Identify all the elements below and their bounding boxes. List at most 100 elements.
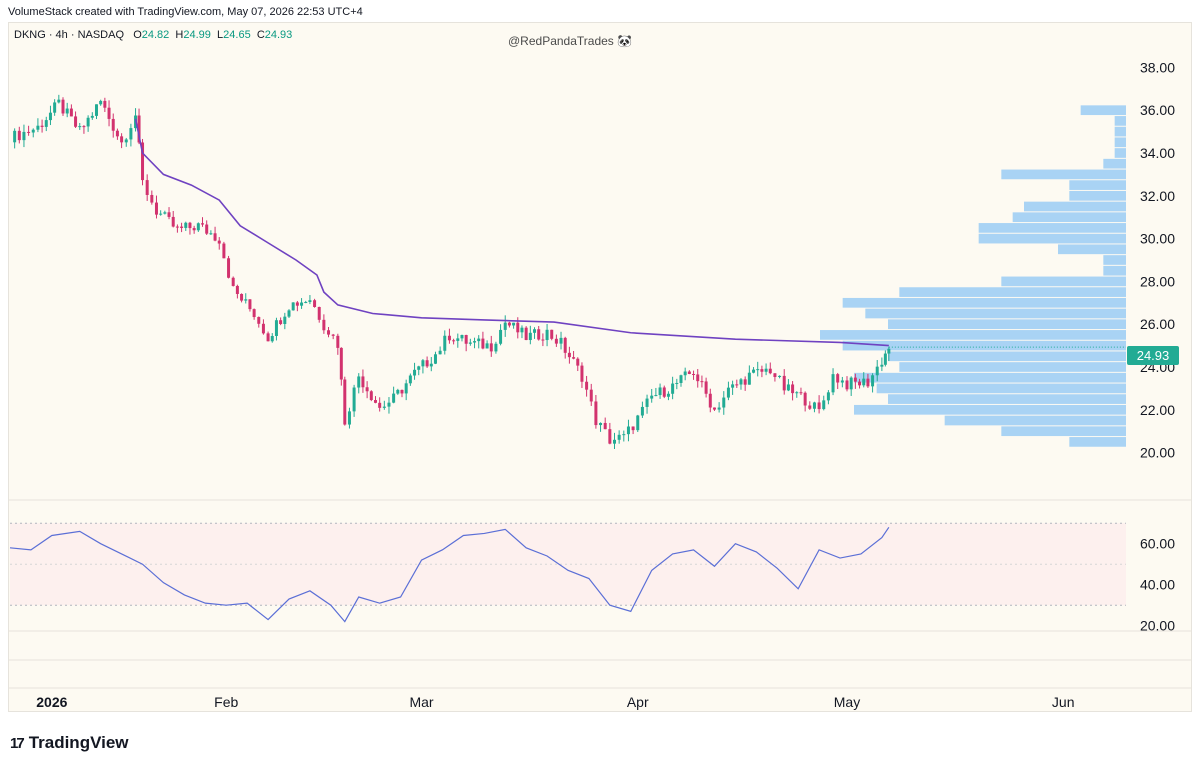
tradingview-logo-text: TradingView <box>28 733 129 752</box>
candle-body <box>438 350 442 355</box>
candle-body <box>550 329 554 339</box>
time-axis-tick: Feb <box>214 694 238 710</box>
candle-body <box>858 381 862 386</box>
candle-body <box>545 329 549 341</box>
candle-body <box>291 302 295 311</box>
candle-body <box>65 108 69 114</box>
candle-body <box>520 327 524 333</box>
candle-body <box>304 302 308 304</box>
candle-body <box>103 100 107 108</box>
candle-body <box>392 393 396 403</box>
volume-profile-bar <box>842 297 1126 308</box>
volume-profile-bar <box>1001 276 1126 287</box>
candle-body <box>295 302 299 306</box>
candle-body <box>74 116 78 127</box>
rsi-line <box>9 526 890 623</box>
chart-credit-line: VolumeStack created with TradingView.com… <box>8 6 363 18</box>
candle-body <box>167 212 171 217</box>
candle-body <box>460 334 464 339</box>
candle-body <box>866 378 870 387</box>
candle-body <box>650 395 654 399</box>
candle-body <box>622 434 626 436</box>
candle-body <box>36 125 40 130</box>
candle-body <box>129 128 133 140</box>
high-value: 24.99 <box>183 29 211 41</box>
candle-body <box>99 100 103 105</box>
candle-body <box>799 392 803 394</box>
candle-body <box>576 358 580 366</box>
volume-profile-bar <box>1069 190 1126 201</box>
candle-body <box>425 360 429 367</box>
candle-body <box>528 332 532 341</box>
candle-body <box>48 112 52 121</box>
candle-body <box>778 375 782 377</box>
candle-body <box>361 376 365 388</box>
time-axis-tick: 2026 <box>36 694 67 710</box>
candle-body <box>752 369 756 373</box>
candle-body <box>640 406 644 416</box>
candle-body <box>803 392 807 406</box>
time-axis-tick: Apr <box>627 694 649 710</box>
candle-body <box>404 383 408 394</box>
candle-body <box>626 426 630 435</box>
price-axis-tick: 20.00 <box>1140 445 1175 461</box>
symbol-label: DKNG · 4h · NASDAQ <box>14 29 125 41</box>
price-axis-tick: 30.00 <box>1140 231 1175 247</box>
price-axis-tick: 34.00 <box>1140 145 1175 161</box>
candle-body <box>836 374 840 383</box>
candle-body <box>417 366 421 370</box>
candle-body <box>599 422 603 426</box>
candle-body <box>452 340 456 342</box>
candle-body <box>594 401 598 426</box>
high-label: H <box>175 29 184 41</box>
volume-profile-bar <box>842 340 1126 351</box>
candle-body <box>700 381 704 383</box>
candle-body <box>317 306 321 320</box>
candle-body <box>631 426 635 431</box>
candle-body <box>184 222 188 228</box>
candle-body <box>124 139 128 143</box>
candle-body <box>658 387 662 396</box>
candle-body <box>283 316 287 324</box>
price-axis-tick: 22.00 <box>1140 402 1175 418</box>
candle-body <box>248 299 252 310</box>
candle-body <box>287 310 291 317</box>
candle-body <box>261 323 265 334</box>
candle-body <box>853 377 857 382</box>
candle-body <box>533 329 537 333</box>
candle-body <box>572 357 576 359</box>
candle-body <box>270 335 274 342</box>
candle-body <box>57 99 61 103</box>
candle-body <box>322 319 326 331</box>
candle-body <box>413 369 417 376</box>
candle-body <box>163 212 167 214</box>
candle-body <box>327 330 331 335</box>
candle-body <box>209 233 213 235</box>
candle-body <box>22 131 26 141</box>
price-axis-tick: 26.00 <box>1140 316 1175 332</box>
candle-body <box>369 391 373 401</box>
volume-profile-bar <box>1012 212 1126 223</box>
candle-body <box>421 360 425 367</box>
close-label: C <box>256 29 265 41</box>
candle-body <box>812 402 816 409</box>
candle-body <box>726 387 730 398</box>
candle-body <box>378 402 382 408</box>
candle-body <box>880 364 884 367</box>
candle-body <box>192 228 196 231</box>
candle-body <box>654 395 658 397</box>
volume-profile-bar <box>854 404 1126 415</box>
candle-body <box>831 374 835 393</box>
volume-profile-bar <box>1069 437 1126 447</box>
candle-body <box>883 353 887 365</box>
candle-body <box>671 383 675 394</box>
candle-body <box>747 372 751 385</box>
candle-body <box>666 393 670 397</box>
volume-profile-bar <box>1103 158 1126 169</box>
candle-body <box>760 369 764 372</box>
candle-body <box>464 334 468 344</box>
candle-body <box>188 222 192 229</box>
tradingview-logo[interactable]: 17 TradingView <box>10 733 129 753</box>
candle-body <box>826 392 830 401</box>
